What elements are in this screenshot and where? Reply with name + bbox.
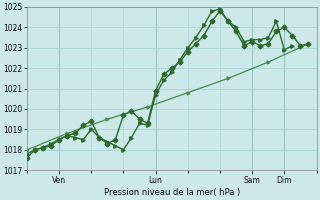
X-axis label: Pression niveau de la mer( hPa ): Pression niveau de la mer( hPa )	[104, 188, 240, 197]
